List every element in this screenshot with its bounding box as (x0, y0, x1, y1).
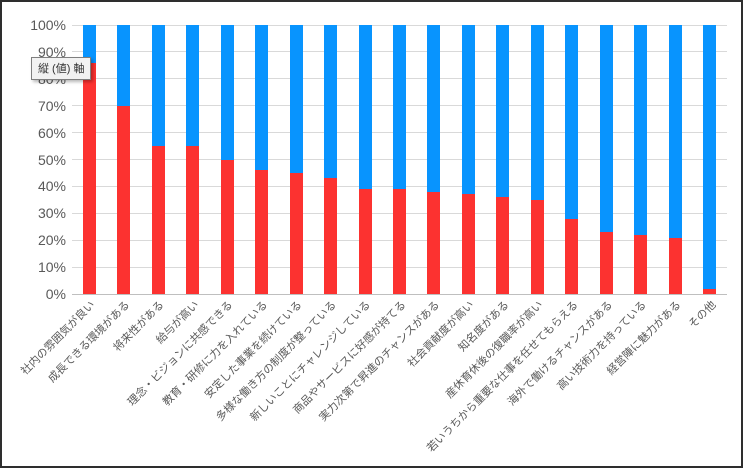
bar-segment-blue[interactable] (703, 25, 717, 289)
y-axis-tick-label-20: 20% (37, 232, 66, 249)
bar-18[interactable] (668, 25, 682, 294)
y-axis-tick-label-10: 10% (37, 259, 66, 276)
bar-16[interactable] (599, 25, 613, 294)
bar-15[interactable] (565, 25, 579, 294)
bar-segment-blue[interactable] (668, 25, 682, 238)
bar-segment-red[interactable] (186, 146, 200, 294)
bar-segment-red[interactable] (496, 197, 510, 294)
bar-segment-blue[interactable] (427, 25, 441, 192)
bar-11[interactable] (427, 25, 441, 294)
bar-1[interactable] (82, 25, 96, 294)
y-axis-tick-label-90: 90% (37, 43, 66, 60)
bar-segment-blue[interactable] (186, 25, 200, 147)
bar-segment-red[interactable] (117, 105, 131, 294)
bar-segment-blue[interactable] (496, 25, 510, 198)
bar-segment-red[interactable] (220, 159, 234, 294)
y-axis-tick-label-0: 0% (45, 286, 66, 302)
bar-10[interactable] (393, 25, 406, 294)
bar-segment-blue[interactable] (255, 25, 269, 171)
bar-segment-red[interactable] (255, 170, 269, 294)
bar-segment-red[interactable] (427, 191, 441, 294)
bar-segment-red[interactable] (461, 194, 475, 294)
bar-segment-blue[interactable] (151, 25, 165, 147)
bar-segment-blue[interactable] (530, 25, 544, 200)
bar-segment-blue[interactable] (565, 25, 579, 219)
bar-segment-blue[interactable] (82, 25, 96, 63)
bar-segment-red[interactable] (530, 199, 544, 294)
bar-14[interactable] (530, 25, 544, 294)
bar-segment-red[interactable] (393, 189, 406, 294)
bar-19[interactable] (703, 25, 717, 294)
bar-segment-red[interactable] (151, 146, 165, 294)
bar-7[interactable] (289, 25, 303, 294)
bar-segment-blue[interactable] (599, 25, 613, 233)
bar-segment-red[interactable] (324, 178, 338, 294)
bar-segment-blue[interactable] (358, 25, 372, 190)
bar-segment-red[interactable] (565, 218, 579, 294)
y-axis-tick-label-40: 40% (37, 178, 66, 195)
vertical-axis-tooltip: 縦 (値) 軸 (31, 57, 92, 80)
bar-17[interactable] (634, 25, 648, 294)
bar-segment-red[interactable] (82, 62, 96, 294)
bar-segment-blue[interactable] (117, 25, 131, 106)
bar-12[interactable] (461, 25, 475, 294)
category-label-19: その他 (686, 299, 719, 331)
y-axis-tick-label-70: 70% (37, 97, 66, 114)
bar-segment-red[interactable] (668, 237, 682, 294)
bar-2[interactable] (117, 25, 131, 294)
bar-segment-blue[interactable] (289, 25, 303, 173)
y-axis-tick-label-30: 30% (37, 205, 66, 222)
bar-9[interactable] (358, 25, 372, 294)
bar-segment-blue[interactable] (220, 25, 234, 160)
bar-5[interactable] (220, 25, 234, 294)
bar-3[interactable] (151, 25, 165, 294)
bar-8[interactable] (324, 25, 338, 294)
bar-segment-blue[interactable] (461, 25, 475, 195)
y-axis-tick-label-100: 100% (30, 17, 66, 33)
bar-segment-red[interactable] (289, 172, 303, 294)
y-axis-tick-label-60: 60% (37, 124, 66, 141)
bar-segment-blue[interactable] (634, 25, 648, 235)
y-axis-tick-label-50: 50% (37, 151, 66, 168)
bar-4[interactable] (186, 25, 200, 294)
bar-13[interactable] (496, 25, 510, 294)
bar-6[interactable] (255, 25, 269, 294)
bar-segment-blue[interactable] (393, 25, 406, 190)
bar-segment-red[interactable] (599, 232, 613, 294)
bar-segment-red[interactable] (703, 288, 717, 294)
bar-segment-red[interactable] (358, 189, 372, 294)
bar-segment-blue[interactable] (324, 25, 338, 179)
gridline-0 (72, 293, 727, 295)
bar-segment-red[interactable] (634, 234, 648, 294)
